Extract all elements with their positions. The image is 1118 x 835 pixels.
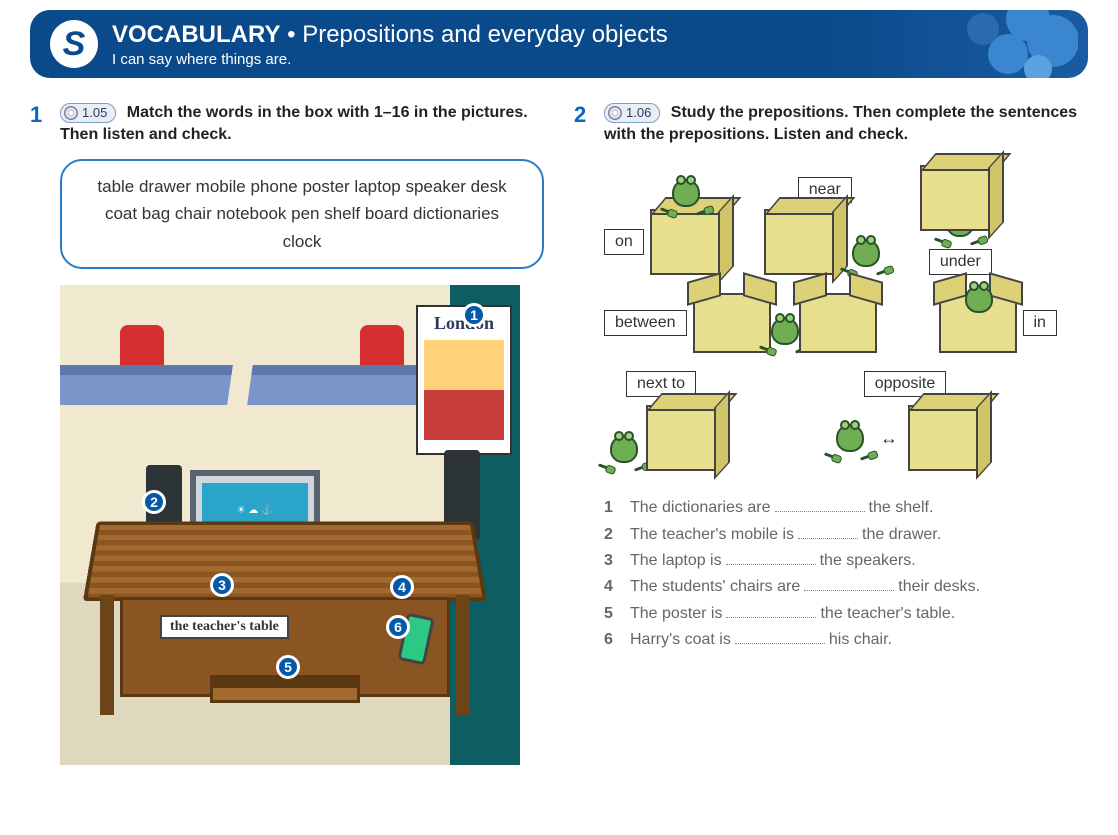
table-drawer bbox=[210, 675, 360, 703]
sentence-row: 5The poster isthe teacher's table. bbox=[604, 601, 1088, 627]
blank-field[interactable] bbox=[775, 496, 865, 512]
badge-3: 3 bbox=[210, 573, 234, 597]
blank-field[interactable] bbox=[798, 523, 858, 539]
preposition-diagrams: on near bbox=[604, 165, 1088, 471]
banner-subtitle: I can say where things are. bbox=[112, 51, 668, 68]
exercise-number: 2 bbox=[574, 102, 594, 128]
badge-6: 6 bbox=[386, 615, 410, 639]
audio-badge[interactable]: 1.06 bbox=[604, 103, 660, 123]
banner-decoration bbox=[878, 10, 1078, 78]
frog-opposite-icon bbox=[830, 416, 870, 460]
vocabulary-banner: S VOCABULARY • Prepositions and everyday… bbox=[30, 10, 1088, 78]
classroom-illustration: London ☀ ☁ ⚓ the teacher's table bbox=[60, 285, 520, 765]
exercise1-instruction: 1.05 Match the words in the box with 1–1… bbox=[60, 102, 544, 145]
title-bold: VOCABULARY bbox=[112, 21, 280, 48]
sentence-row: 2The teacher's mobile isthe drawer. bbox=[604, 522, 1088, 548]
completion-sentences: 1The dictionaries arethe shelf. 2The tea… bbox=[604, 495, 1088, 653]
audio-track: 1.05 bbox=[82, 104, 107, 122]
frog-next-to-icon bbox=[604, 427, 644, 471]
frog-on-icon bbox=[666, 171, 706, 215]
word-box: table drawer mobile phone poster laptop … bbox=[60, 159, 544, 269]
sentence-row: 1The dictionaries arethe shelf. bbox=[604, 495, 1088, 521]
blank-field[interactable] bbox=[735, 628, 825, 644]
blank-field[interactable] bbox=[726, 549, 816, 565]
exercise-number: 1 bbox=[30, 102, 50, 128]
title-topic: Prepositions and everyday objects bbox=[302, 21, 668, 48]
label-on: on bbox=[604, 229, 644, 255]
arrow-icon: ↔ bbox=[880, 428, 898, 449]
audio-track: 1.06 bbox=[626, 104, 651, 122]
sentence-row: 3The laptop isthe speakers. bbox=[604, 548, 1088, 574]
exercise2-instruction: 1.06 Study the prepositions. Then comple… bbox=[604, 102, 1088, 145]
cd-icon bbox=[608, 106, 622, 120]
title-sep: • bbox=[280, 21, 302, 48]
frog-in-icon bbox=[959, 277, 999, 321]
section-badge: S bbox=[50, 20, 98, 68]
sentence-row: 6Harry's coat ishis chair. bbox=[604, 627, 1088, 653]
label-under: under bbox=[929, 249, 992, 275]
cd-icon bbox=[64, 106, 78, 120]
blank-field[interactable] bbox=[804, 575, 894, 591]
teacher-table-label: the teacher's table bbox=[160, 615, 289, 639]
badge-2: 2 bbox=[142, 490, 166, 514]
banner-title: VOCABULARY • Prepositions and everyday o… bbox=[112, 21, 668, 49]
sentence-row: 4The students' chairs aretheir desks. bbox=[604, 574, 1088, 600]
label-in: in bbox=[1023, 310, 1057, 336]
audio-badge[interactable]: 1.05 bbox=[60, 103, 116, 123]
label-between: between bbox=[604, 310, 687, 336]
blank-field[interactable] bbox=[726, 602, 816, 618]
badge-1: 1 bbox=[462, 303, 486, 327]
frog-near-icon bbox=[846, 231, 886, 275]
badge-4: 4 bbox=[390, 575, 414, 599]
london-poster: London bbox=[416, 305, 512, 455]
badge-5: 5 bbox=[276, 655, 300, 679]
